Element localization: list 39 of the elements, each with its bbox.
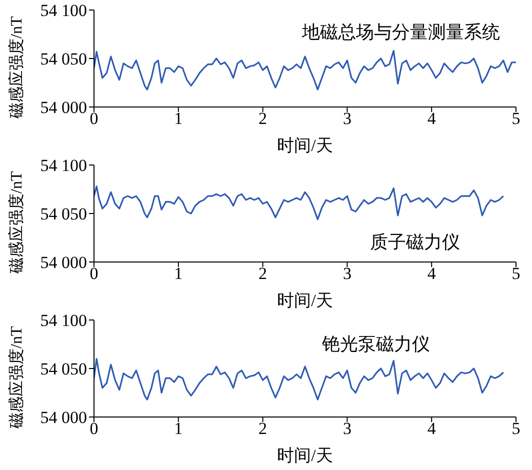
x-tick-label: 5: [512, 264, 520, 284]
x-tick-label: 0: [90, 264, 98, 284]
x-tick-label: 4: [427, 264, 436, 284]
y-tick-label: 54 050: [40, 204, 87, 224]
y-tick-label: 54 000: [40, 408, 87, 428]
y-tick-label: 54 050: [40, 50, 87, 69]
line-series: [94, 358, 504, 400]
x-tick-label: 1: [174, 109, 183, 128]
x-tick-label: 3: [342, 419, 352, 438]
x-tick-label: 1: [174, 264, 183, 284]
x-tick-label: 4: [427, 419, 436, 438]
x-tick-label: 3: [342, 264, 352, 284]
y-tick-label: 54 100: [40, 1, 87, 20]
x-tick-label: 2: [258, 264, 268, 284]
line-series: [94, 186, 504, 220]
y-tick-label: 54 050: [40, 360, 87, 379]
y-tick-label: 54 100: [40, 311, 87, 330]
y-axis-title: 磁感应强度/nT: [8, 16, 26, 120]
annotation: 质子磁力仪: [370, 231, 460, 254]
x-tick-label: 1: [174, 419, 183, 438]
x-tick-label: 2: [258, 419, 268, 438]
x-tick-label: 5: [512, 109, 520, 128]
x-axis-title: 时间/天: [277, 446, 333, 465]
y-axis-title: 磁感应强度/nT: [8, 171, 26, 274]
x-tick-label: 3: [342, 109, 352, 128]
annotation: 铯光泵磁力仪: [322, 333, 430, 356]
y-axis-title: 磁感应强度/nT: [8, 326, 26, 430]
x-tick-label: 5: [512, 419, 520, 438]
y-tick-label: 54 000: [40, 253, 87, 272]
x-axis-title: 时间/天: [277, 136, 333, 155]
annotation: 地磁总场与分量测量系统: [302, 21, 500, 44]
x-tick-label: 4: [427, 109, 436, 128]
x-tick-label: 0: [90, 109, 98, 128]
x-tick-label: 2: [258, 109, 268, 128]
line-series: [94, 50, 516, 90]
y-tick-label: 54 000: [40, 98, 87, 118]
x-tick-label: 0: [90, 419, 98, 438]
y-tick-label: 54 100: [40, 156, 87, 176]
x-axis-title: 时间/天: [277, 291, 333, 310]
